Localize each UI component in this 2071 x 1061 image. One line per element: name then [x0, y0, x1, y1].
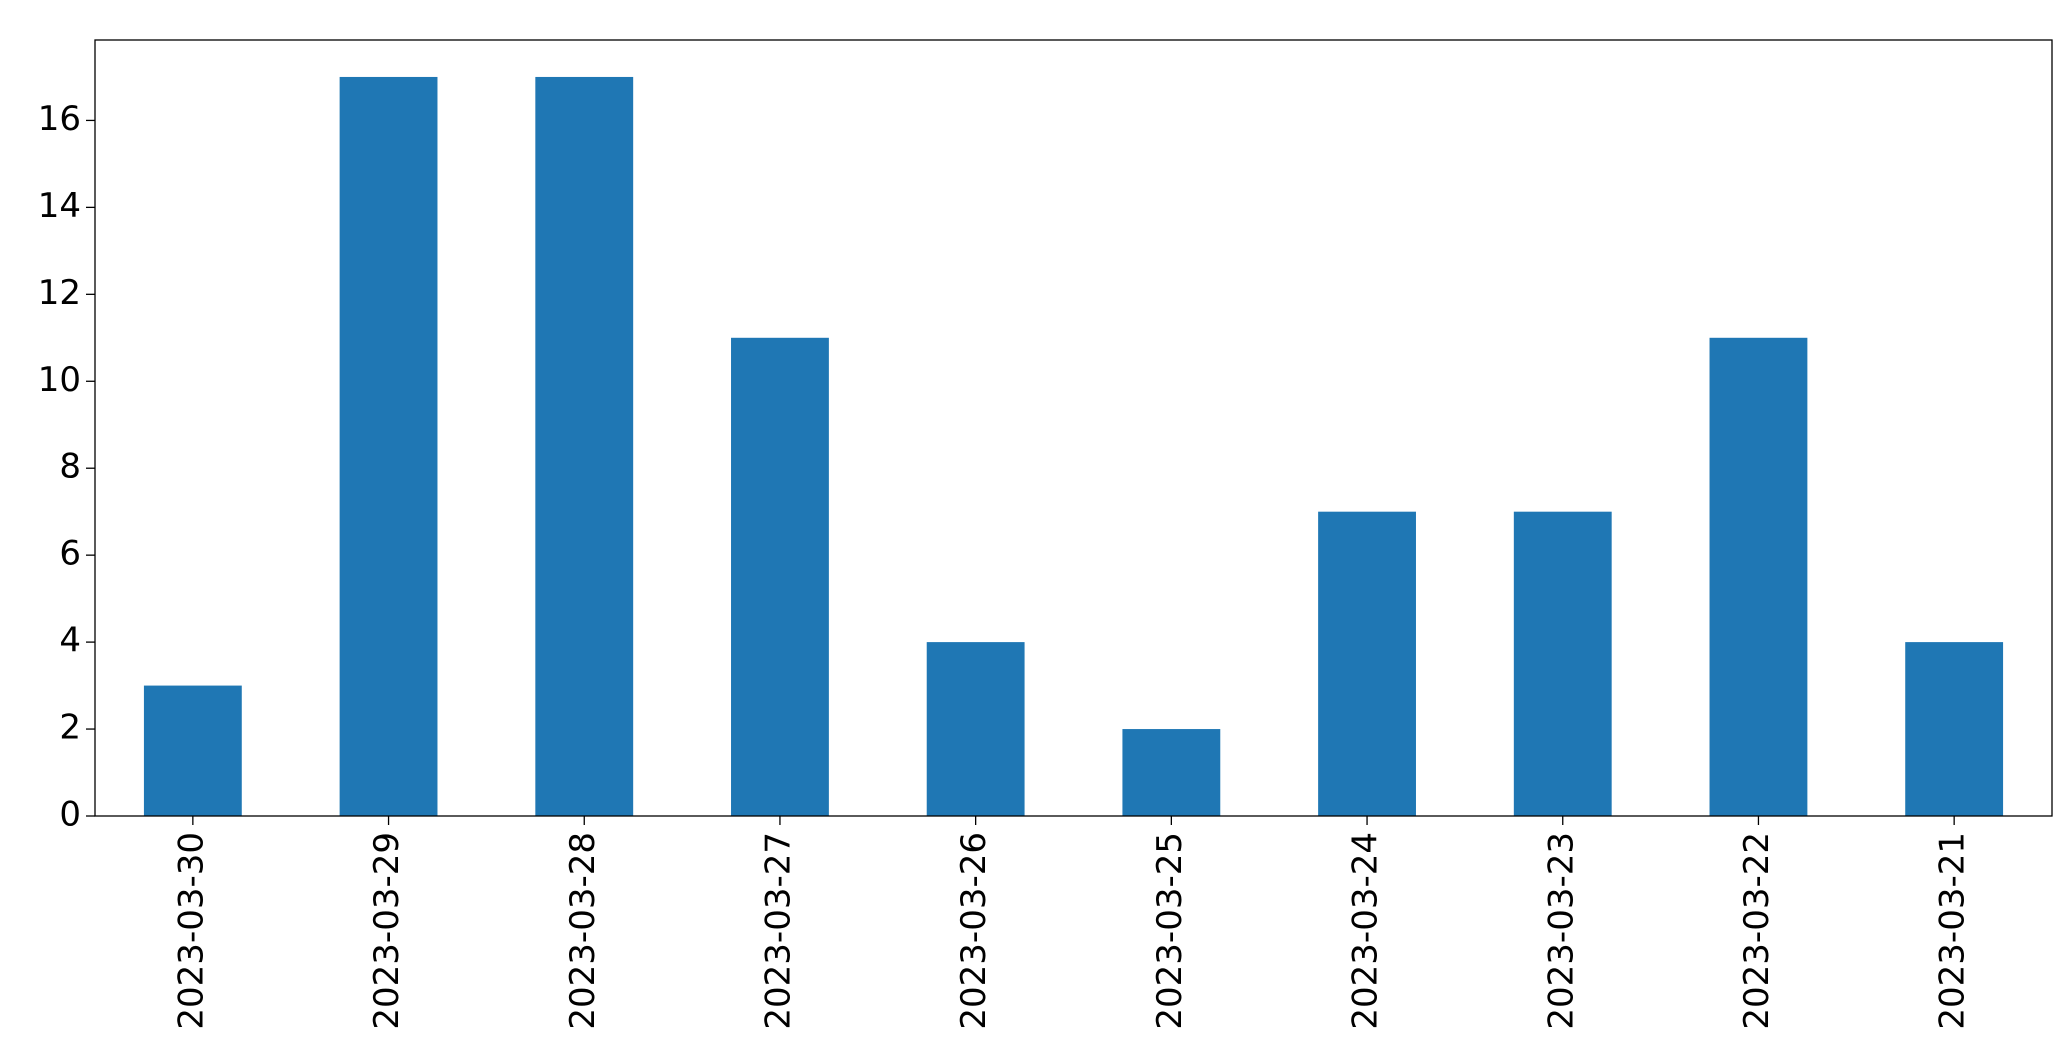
y-tick-label: 0	[59, 795, 81, 835]
y-tick-label: 16	[38, 99, 81, 139]
bar	[339, 76, 438, 816]
y-tick-label: 6	[59, 534, 81, 574]
y-tick-label: 14	[38, 186, 81, 226]
x-tick-label: 2023-03-26	[954, 832, 994, 1030]
y-tick-label: 4	[59, 621, 81, 661]
x-tick-label: 2023-03-29	[367, 832, 407, 1030]
bar	[1122, 729, 1221, 816]
bar	[926, 642, 1025, 816]
x-tick-label: 2023-03-23	[1541, 832, 1581, 1030]
bar	[535, 76, 634, 816]
x-tick-label: 2023-03-21	[1933, 832, 1973, 1030]
bar	[1905, 642, 2004, 816]
x-tick-label: 2023-03-25	[1150, 832, 1190, 1030]
y-tick-label: 12	[38, 273, 81, 313]
bar	[1709, 337, 1808, 816]
y-tick-label: 8	[59, 447, 81, 487]
bar	[1318, 511, 1416, 816]
bar	[731, 337, 829, 816]
bar	[143, 685, 242, 816]
y-tick-label: 2	[59, 708, 81, 748]
bar	[1513, 511, 1612, 816]
x-tick-label: 2023-03-28	[563, 832, 603, 1030]
y-tick-label: 10	[38, 360, 81, 400]
x-tick-label: 2023-03-24	[1346, 832, 1386, 1030]
x-tick-label: 2023-03-27	[758, 832, 798, 1030]
x-tick-label: 2023-03-30	[171, 832, 211, 1030]
x-tick-label: 2023-03-22	[1737, 832, 1777, 1030]
axes-frame	[94, 39, 2053, 817]
